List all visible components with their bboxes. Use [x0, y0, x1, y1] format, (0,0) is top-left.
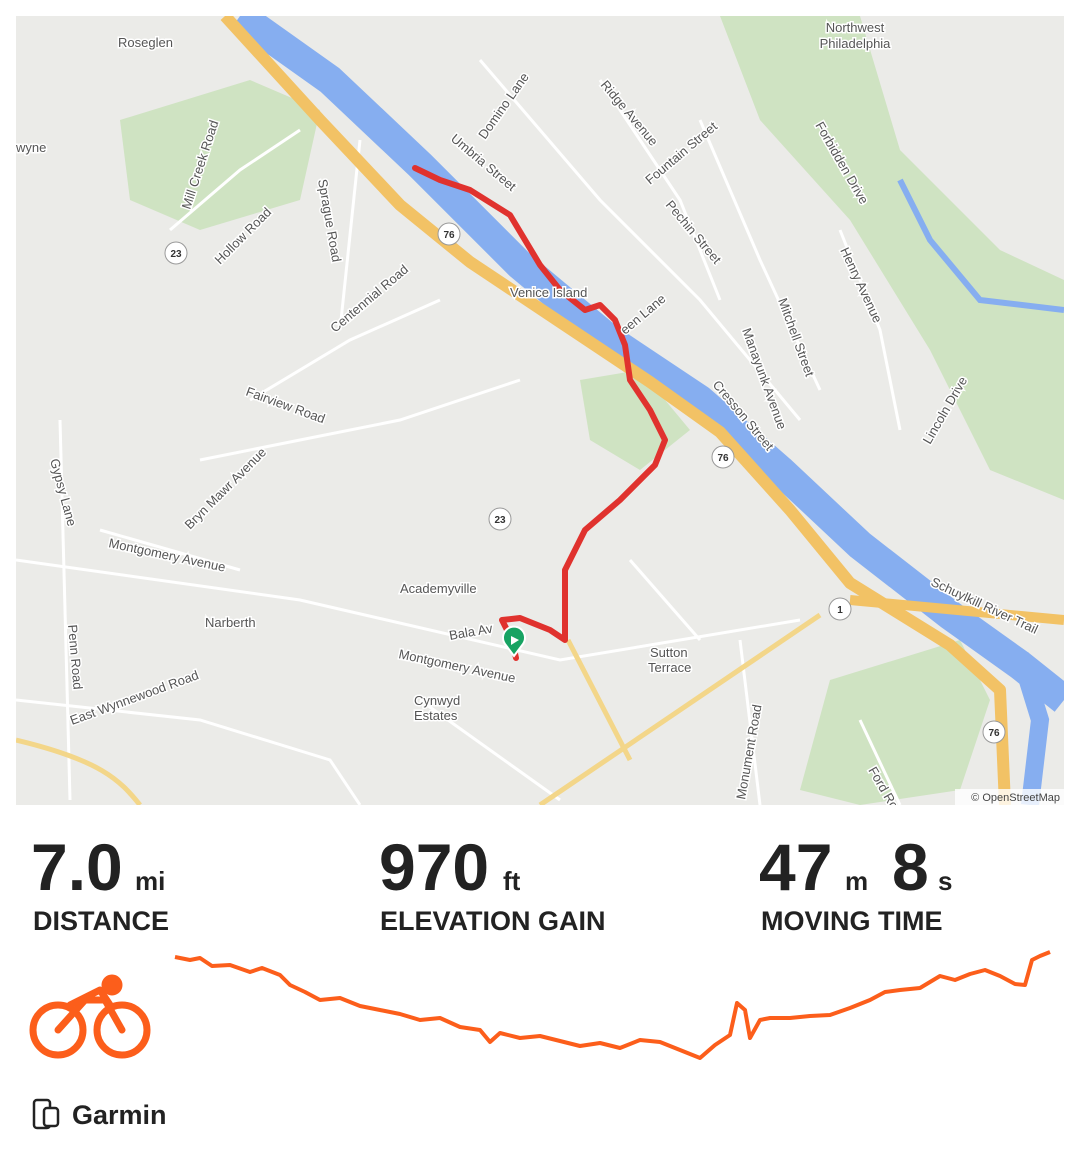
map: Roseglen Northwest Philadelphia wyne Mil… — [15, 16, 1064, 805]
shape — [99, 528, 241, 572]
seconds-value: 8 — [892, 830, 929, 904]
distance-unit: mi — [135, 866, 165, 896]
label: Venice Island — [510, 285, 587, 300]
shape — [419, 698, 561, 802]
shape — [720, 16, 1064, 500]
label: 23 — [494, 515, 506, 526]
shape — [858, 719, 902, 805]
shape — [93, 1001, 151, 1059]
road-major — [538, 612, 822, 805]
shape — [164, 241, 188, 265]
parks — [120, 16, 1064, 805]
shape — [101, 974, 123, 996]
distance-value: 7.0 — [31, 830, 123, 904]
highway — [220, 16, 1011, 805]
route — [412, 165, 668, 661]
shape — [628, 559, 702, 641]
shape — [838, 229, 902, 431]
label: Penn Road — [65, 624, 86, 690]
highway — [849, 595, 1064, 625]
shape — [598, 79, 722, 301]
start-marker — [502, 625, 526, 658]
shape — [488, 507, 512, 531]
label: Sutton — [650, 645, 688, 660]
device-name: Garmin — [72, 1100, 167, 1130]
shape — [42, 1106, 60, 1128]
label: 23 — [170, 249, 182, 260]
seconds-unit: s — [938, 866, 952, 896]
road-major — [16, 737, 142, 805]
shape — [169, 128, 301, 232]
shape — [29, 1001, 87, 1059]
shape — [511, 636, 519, 645]
shape — [437, 222, 461, 246]
shape — [711, 445, 735, 469]
moving-time-label: MOVING TIME — [761, 906, 943, 936]
shape — [54, 996, 126, 1034]
elevation-profile — [174, 950, 1051, 1060]
shape — [478, 59, 802, 421]
roads — [16, 59, 902, 805]
attribution: © OpenStreetMap — [971, 792, 1060, 804]
shape — [698, 119, 822, 391]
shape — [58, 419, 72, 801]
elevation-label: ELEVATION GAIN — [380, 906, 606, 936]
label: Terrace — [648, 660, 691, 675]
label: Estates — [414, 708, 458, 723]
shape — [66, 986, 114, 1009]
shape — [16, 558, 801, 662]
stats: 7.0 mi DISTANCE 970 ft ELEVATION GAIN 47… — [31, 830, 952, 936]
label: Northwest — [826, 20, 885, 35]
route-shields: 76 23 23 76 1 76 — [164, 222, 1006, 744]
river — [1011, 652, 1050, 805]
cycling-icon — [29, 974, 151, 1059]
shape — [338, 139, 362, 331]
elevation-unit: ft — [503, 866, 521, 896]
shape — [16, 698, 362, 805]
label: Narberth — [205, 615, 256, 630]
device-icon — [32, 1098, 60, 1130]
shape — [982, 720, 1006, 744]
minutes-unit: m — [845, 866, 868, 896]
label: Philadelphia — [820, 36, 892, 51]
label: Roseglen — [118, 35, 173, 50]
label: Academyville — [400, 581, 477, 596]
label: wyne — [15, 140, 46, 155]
shape — [249, 298, 441, 402]
label: 76 — [988, 728, 1000, 739]
road-major — [565, 638, 633, 762]
river — [231, 16, 1064, 712]
shape — [828, 597, 852, 621]
minutes-value: 47 — [759, 830, 832, 904]
label: Cynwyd — [414, 693, 460, 708]
shape — [199, 378, 521, 462]
label: 1 — [837, 605, 843, 616]
label: 76 — [443, 230, 455, 241]
shape — [800, 640, 990, 805]
creek — [897, 178, 1064, 313]
label: 76 — [717, 453, 729, 464]
shape — [120, 80, 320, 230]
attribution-bg — [955, 789, 1064, 805]
elevation-value: 970 — [379, 830, 489, 904]
distance-label: DISTANCE — [33, 906, 169, 936]
